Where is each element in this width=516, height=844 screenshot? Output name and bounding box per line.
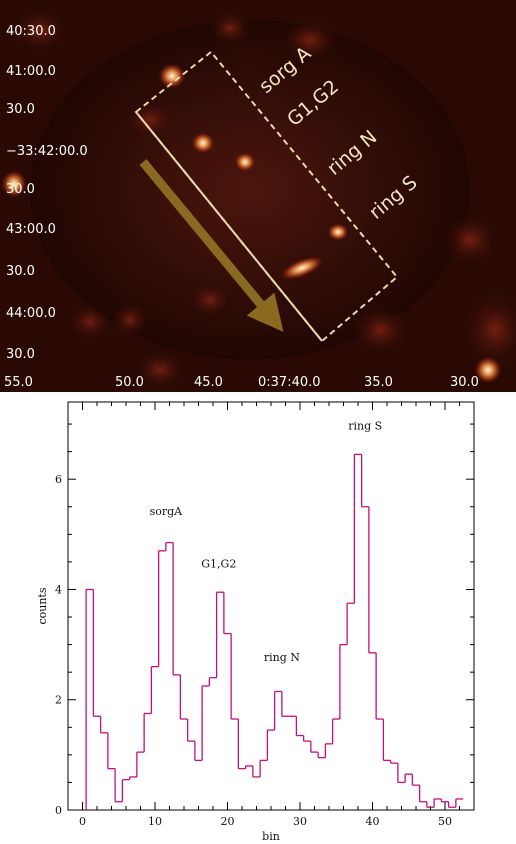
- point-source: [234, 152, 256, 172]
- ra-label: 30.0: [450, 375, 479, 390]
- peak-label: sorgA: [150, 505, 184, 518]
- y-tick-label: 0: [55, 804, 62, 817]
- x-tick-label: 50: [438, 815, 452, 828]
- ra-label: 0:37:40.0: [258, 375, 321, 390]
- peak-label: ring S: [348, 420, 382, 433]
- y-tick-label: 2: [55, 694, 62, 707]
- dec-axis-labels: 40:30.0 41:00.0 30.0 −33:42:00.0 30.0 43…: [6, 24, 88, 362]
- diffuse-blob: [134, 350, 186, 390]
- diffuse-blob: [208, 10, 252, 46]
- x-tick-label: 20: [221, 815, 235, 828]
- ra-label: 55.0: [4, 375, 33, 390]
- ra-label: 50.0: [115, 375, 144, 390]
- peak-annotations: sorgA G1,G2 ring N ring S: [150, 420, 383, 665]
- point-source: [158, 63, 186, 89]
- dec-label: 43:00.0: [6, 222, 56, 237]
- dec-label: 40:30.0: [6, 24, 56, 39]
- dec-label: 30.0: [6, 264, 35, 279]
- dec-label: 41:00.0: [6, 64, 56, 79]
- xray-image: sorg A G1,G2 ring N ring S 40:30.0 41:00…: [0, 0, 516, 392]
- ra-axis-labels: 55.0 50.0 45.0 0:37:40.0 35.0 30.0: [4, 375, 479, 390]
- point-source: [191, 132, 215, 154]
- y-axis-title: counts: [36, 587, 49, 624]
- direction-arrow: [139, 159, 284, 332]
- ra-label: 45.0: [194, 375, 223, 390]
- dec-label: −33:42:00.0: [6, 144, 88, 159]
- y-tick-label: 6: [55, 473, 62, 486]
- histogram-bins: [85, 453, 464, 810]
- diffuse-blob: [110, 302, 150, 338]
- diffuse-blob: [280, 18, 340, 62]
- dec-label: 30.0: [6, 182, 35, 197]
- peak-label: G1,G2: [201, 557, 236, 570]
- extraction-region-solid-edge: [135, 111, 323, 342]
- diffuse-blob: [124, 100, 176, 140]
- plot-frame: [67, 401, 475, 811]
- x-tick-label: 30: [293, 815, 307, 828]
- y-ticks: 0 2 4 6: [55, 423, 474, 817]
- point-source: [279, 255, 325, 281]
- x-tick-label: 10: [148, 815, 162, 828]
- diffuse-blob: [12, 8, 68, 52]
- diffuse-blob: [68, 304, 112, 340]
- point-source: [327, 223, 349, 241]
- x-tick-label: 40: [366, 815, 380, 828]
- dec-label: 44:00.0: [6, 306, 56, 321]
- diffuse-blob: [440, 214, 500, 266]
- diffuse-blob: [188, 282, 232, 318]
- x-tick-label: 0: [79, 815, 86, 828]
- diffuse-blob: [461, 290, 516, 370]
- y-tick-label: 4: [55, 583, 62, 596]
- ra-label: 35.0: [364, 375, 393, 390]
- peak-label: ring N: [264, 651, 300, 664]
- x-axis-title: bin: [262, 830, 280, 843]
- dec-label: 30.0: [6, 347, 35, 362]
- dec-label: 30.0: [6, 102, 35, 117]
- point-source: [474, 356, 502, 384]
- diffuse-blob: [350, 304, 410, 356]
- point-source: [1, 170, 27, 198]
- x-ticks: 0 10 20 30 40 50: [67, 402, 475, 828]
